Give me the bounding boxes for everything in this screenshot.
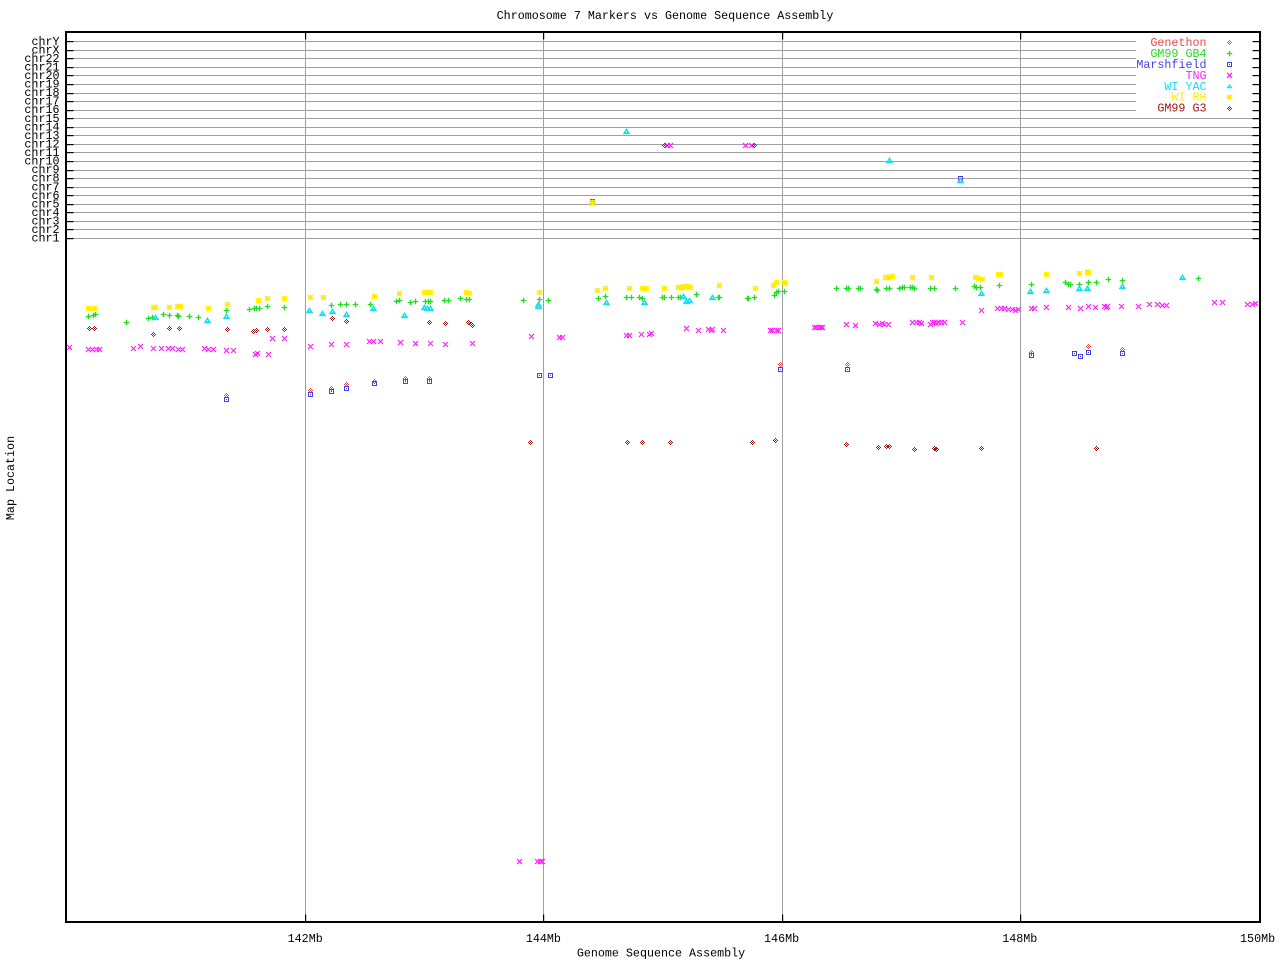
svg-text:chr11: chr11: [24, 146, 59, 160]
svg-text:chr12: chr12: [24, 138, 59, 152]
svg-text:148Mb: 148Mb: [1002, 932, 1037, 946]
svg-text:150Mb: 150Mb: [1240, 932, 1275, 946]
svg-text:chr15: chr15: [24, 112, 59, 126]
svg-text:WI RH: WI RH: [1171, 91, 1206, 105]
svg-text:Genethon: Genethon: [1150, 36, 1206, 50]
svg-text:WI YAC: WI YAC: [1164, 80, 1206, 94]
svg-text:chrY: chrY: [31, 35, 59, 49]
svg-text:chr9: chr9: [31, 163, 59, 177]
svg-text:chr13: chr13: [24, 129, 59, 143]
svg-text:Map Location: Map Location: [4, 436, 18, 520]
svg-text:Genome Sequence Assembly: Genome Sequence Assembly: [577, 947, 745, 960]
svg-text:chr5: chr5: [31, 197, 59, 211]
svg-text:Marshfield: Marshfield: [1136, 58, 1206, 72]
svg-text:chr14: chr14: [24, 120, 59, 134]
svg-text:chr18: chr18: [24, 86, 59, 100]
svg-text:TNG: TNG: [1185, 69, 1206, 83]
svg-text:GM99 G3: GM99 G3: [1157, 102, 1206, 116]
svg-text:142Mb: 142Mb: [288, 932, 323, 946]
svg-text:chr10: chr10: [24, 155, 59, 169]
svg-text:chr6: chr6: [31, 189, 59, 203]
svg-text:chr4: chr4: [31, 206, 59, 220]
svg-text:GM99 GB4: GM99 GB4: [1150, 47, 1206, 61]
svg-text:146Mb: 146Mb: [764, 932, 799, 946]
svg-text:chr2: chr2: [31, 223, 59, 237]
svg-text:chr3: chr3: [31, 215, 59, 229]
svg-text:chr8: chr8: [31, 172, 59, 186]
svg-text:chr7: chr7: [31, 180, 59, 194]
svg-text:chr17: chr17: [24, 95, 59, 109]
svg-text:chr1: chr1: [31, 232, 59, 246]
svg-text:144Mb: 144Mb: [526, 932, 561, 946]
svg-text:chr22: chr22: [24, 52, 59, 66]
svg-text:Chromosome 7 Markers vs Genome: Chromosome 7 Markers vs Genome Sequence …: [497, 9, 834, 23]
svg-text:chr21: chr21: [24, 61, 59, 75]
svg-text:chrX: chrX: [31, 43, 59, 57]
svg-text:chr19: chr19: [24, 78, 59, 92]
svg-text:chr16: chr16: [24, 103, 59, 117]
svg-text:chr20: chr20: [24, 69, 59, 83]
